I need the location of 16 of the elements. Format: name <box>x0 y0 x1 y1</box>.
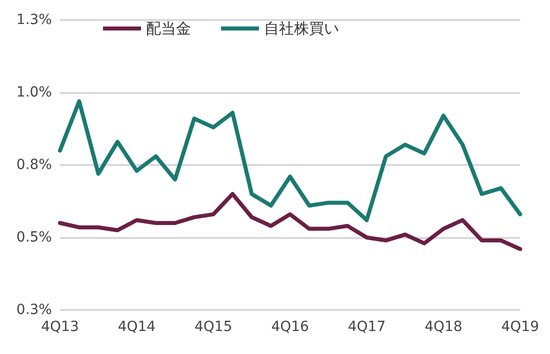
y-tick-label: 1.0% <box>16 84 52 100</box>
x-tick-label: 4Q13 <box>41 319 79 335</box>
y-tick-label: 0.5% <box>16 230 52 246</box>
legend-label: 配当金 <box>146 20 191 38</box>
x-tick-label: 4Q16 <box>271 319 310 335</box>
y-tick-label: 1.3% <box>16 12 52 28</box>
line-series <box>58 192 522 252</box>
x-tick-label: 4Q17 <box>348 319 386 335</box>
legend-label: 自社株買い <box>264 20 339 38</box>
x-tick-label: 4Q18 <box>424 319 462 335</box>
line-series <box>58 99 522 222</box>
x-tick-label: 4Q14 <box>118 319 156 335</box>
x-tick-label: 4Q19 <box>501 319 540 335</box>
y-tick-label: 0.8% <box>16 157 52 173</box>
x-tick-label: 4Q15 <box>194 319 232 335</box>
y-tick-label: 0.3% <box>16 302 52 318</box>
